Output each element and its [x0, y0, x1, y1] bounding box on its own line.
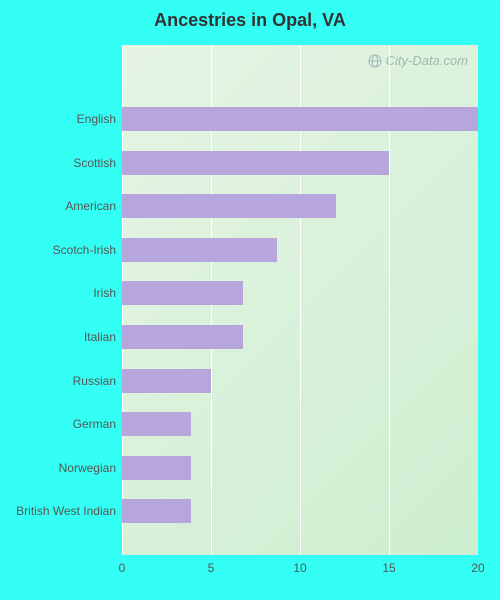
x-axis-label: 20 — [471, 561, 484, 575]
x-axis-label: 0 — [119, 561, 126, 575]
y-axis-label: Italian — [12, 330, 116, 344]
y-axis-label: American — [12, 199, 116, 213]
chart-title: Ancestries in Opal, VA — [12, 10, 488, 31]
y-axis-label: Scottish — [12, 156, 116, 170]
chart-container: City-Data.com English Scottish American Sco… — [12, 45, 488, 585]
y-axis-label: Irish — [12, 286, 116, 300]
bar — [122, 325, 243, 349]
y-axis-label: Norwegian — [12, 461, 116, 475]
y-axis-label: Russian — [12, 374, 116, 388]
y-axis-label: English — [12, 112, 116, 126]
x-axis-label: 15 — [382, 561, 395, 575]
y-axis-label: Scotch-Irish — [12, 243, 116, 257]
bar — [122, 281, 243, 305]
x-axis-label: 10 — [293, 561, 306, 575]
bar — [122, 151, 389, 175]
bar — [122, 369, 211, 393]
bar — [122, 107, 478, 131]
plot-area: City-Data.com — [122, 45, 478, 555]
bar — [122, 499, 191, 523]
bar — [122, 456, 191, 480]
y-axis-label: British West Indian — [12, 504, 116, 518]
page-root: Ancestries in Opal, VA City-Data.com Eng… — [0, 0, 500, 600]
x-axis-label: 5 — [208, 561, 215, 575]
y-axis-label: German — [12, 417, 116, 431]
bar — [122, 194, 336, 218]
bar — [122, 412, 191, 436]
bar — [122, 238, 277, 262]
